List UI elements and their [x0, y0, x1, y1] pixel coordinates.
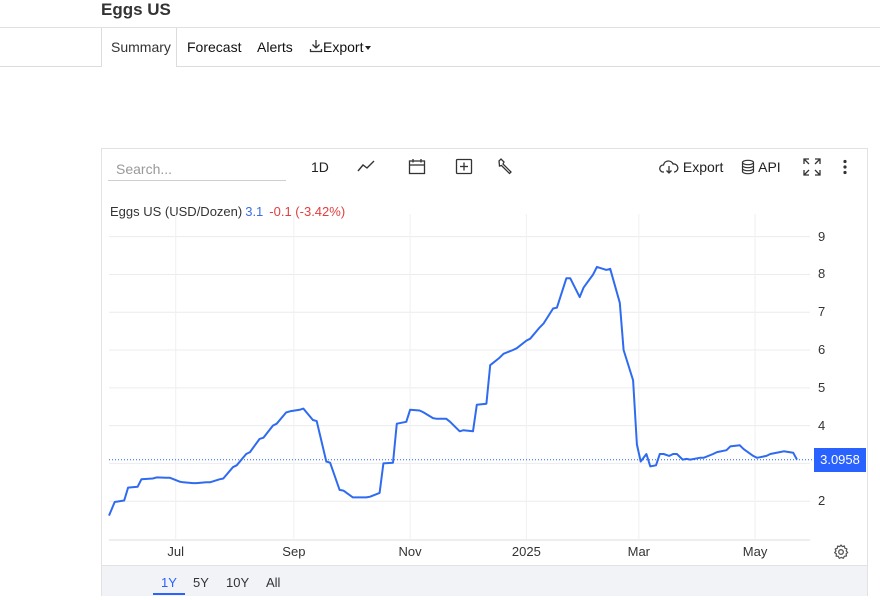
y-tick-label: 6 — [818, 342, 826, 358]
interval-button[interactable]: 1D — [311, 159, 329, 175]
line-chart-icon[interactable] — [357, 159, 375, 181]
range-all-button[interactable]: All — [266, 575, 281, 590]
tab-summary[interactable]: Summary — [101, 28, 177, 67]
search-input[interactable] — [108, 157, 286, 181]
tab-export-label: Export — [323, 39, 364, 55]
legend-last-value: 3.1 — [245, 204, 264, 219]
settings-gear-icon[interactable] — [833, 544, 849, 566]
calendar-icon[interactable] — [408, 158, 426, 180]
range-selector — [102, 565, 867, 596]
database-icon — [741, 159, 755, 175]
tab-export[interactable]: Export — [309, 28, 372, 66]
fullscreen-icon[interactable] — [803, 158, 821, 180]
range-5y-button[interactable]: 5Y — [193, 575, 209, 590]
range-1y-button[interactable]: 1Y — [161, 575, 177, 590]
x-tick-label: Jul — [167, 544, 185, 559]
legend-change: -0.1 (-3.42%) — [269, 204, 346, 219]
x-tick-label: Mar — [627, 544, 651, 559]
cloud-download-icon — [659, 160, 679, 174]
last-price-label: 3.0958 — [814, 447, 866, 472]
y-tick-label: 8 — [818, 266, 826, 282]
chart-legend: Eggs US (USD/Dozen) 3.1 -0.1 (-3.42%) — [110, 204, 345, 219]
y-tick-label: 5 — [818, 379, 826, 395]
active-range-indicator — [153, 593, 185, 595]
more-options-icon[interactable] — [842, 159, 848, 181]
download-icon — [309, 40, 323, 53]
y-tick-label: 4 — [818, 417, 826, 433]
range-10y-button[interactable]: 10Y — [226, 575, 250, 590]
add-indicator-icon[interactable] — [455, 158, 473, 180]
chevron-down-icon — [365, 46, 372, 51]
chart-export-label: Export — [682, 159, 724, 175]
x-tick-label: 2025 — [511, 544, 541, 559]
tab-bar: Summary Forecast Alerts Export — [0, 27, 880, 67]
wrench-icon[interactable] — [497, 158, 514, 180]
page-title: Eggs US — [101, 0, 171, 19]
series-line-eggs-us — [108, 265, 798, 516]
legend-series-name: Eggs US (USD/Dozen) — [110, 204, 243, 219]
chart-export-button[interactable]: Export — [659, 156, 723, 178]
x-tick-label: Sep — [282, 544, 306, 559]
api-button[interactable]: API — [741, 156, 781, 178]
y-tick-label: 9 — [818, 228, 826, 244]
tab-alerts[interactable]: Alerts — [257, 39, 293, 55]
x-tick-label: May — [742, 544, 768, 559]
y-tick-label: 7 — [818, 304, 826, 320]
y-tick-label: 2 — [818, 493, 826, 509]
tab-forecast[interactable]: Forecast — [187, 39, 242, 55]
x-tick-label: Nov — [398, 544, 422, 559]
api-label: API — [758, 159, 781, 175]
